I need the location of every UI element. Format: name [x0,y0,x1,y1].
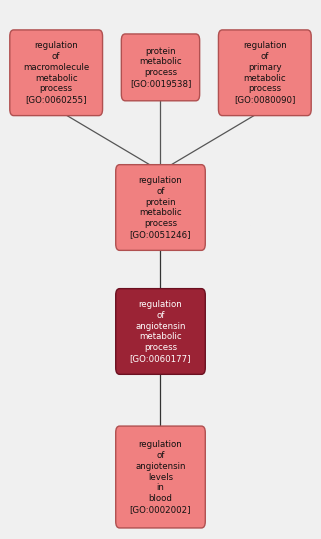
FancyBboxPatch shape [10,30,103,116]
Text: regulation
of
protein
metabolic
process
[GO:0051246]: regulation of protein metabolic process … [130,176,191,239]
FancyBboxPatch shape [116,426,205,528]
Text: regulation
of
primary
metabolic
process
[GO:0080090]: regulation of primary metabolic process … [234,42,296,104]
Text: regulation
of
macromolecule
metabolic
process
[GO:0060255]: regulation of macromolecule metabolic pr… [23,42,89,104]
FancyBboxPatch shape [218,30,311,116]
FancyBboxPatch shape [116,165,205,250]
Text: regulation
of
angiotensin
levels
in
blood
[GO:0002002]: regulation of angiotensin levels in bloo… [130,440,191,514]
Text: protein
metabolic
process
[GO:0019538]: protein metabolic process [GO:0019538] [130,47,191,88]
FancyBboxPatch shape [116,288,205,374]
Text: regulation
of
angiotensin
metabolic
process
[GO:0060177]: regulation of angiotensin metabolic proc… [130,300,191,363]
FancyBboxPatch shape [121,34,200,101]
